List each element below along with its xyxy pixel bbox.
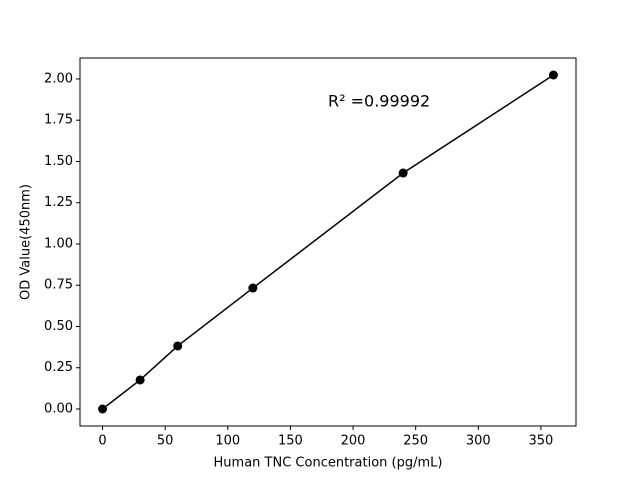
y-tick-label: 1.50	[44, 154, 73, 169]
x-tick-label: 250	[403, 434, 428, 449]
y-tick-label: 0.00	[44, 402, 73, 417]
y-tick-label: 0.75	[44, 278, 73, 293]
x-tick-label: 0	[98, 434, 106, 449]
y-tick-label: 0.25	[44, 360, 73, 375]
plot-frame	[79, 57, 577, 427]
y-tick-label: 1.00	[44, 236, 73, 251]
data-point	[98, 404, 108, 414]
y-axis-label: OD Value(450nm)	[19, 184, 34, 300]
x-axis-label: Human TNC Concentration (pg/mL)	[214, 456, 443, 471]
x-tick-label: 350	[529, 434, 554, 449]
y-tick-label: 1.25	[44, 195, 73, 210]
data-point	[398, 168, 408, 178]
x-tick-label: 300	[466, 434, 491, 449]
x-tick-label: 150	[278, 434, 303, 449]
y-tick-label: 1.75	[44, 113, 73, 128]
series-line	[102, 74, 554, 410]
x-tick-label: 50	[157, 434, 174, 449]
data-point	[548, 70, 558, 80]
data-point	[248, 283, 258, 293]
y-tick-label: 2.00	[44, 71, 73, 86]
annotation: R² =0.99992	[328, 92, 430, 111]
y-tick-label: 0.50	[44, 319, 73, 334]
data-point	[173, 341, 183, 351]
data-point	[135, 375, 145, 385]
x-tick-label: 200	[341, 434, 366, 449]
x-tick-label: 100	[215, 434, 240, 449]
